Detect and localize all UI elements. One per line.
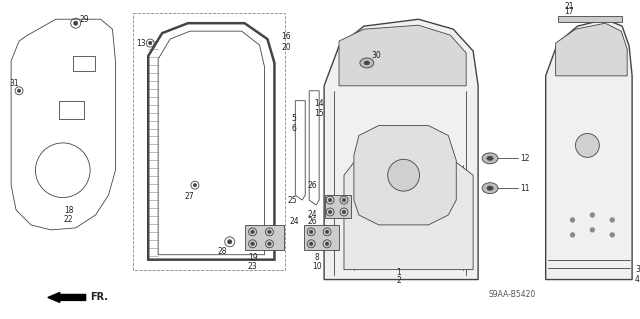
Polygon shape	[339, 25, 466, 86]
Circle shape	[148, 41, 152, 45]
Ellipse shape	[482, 183, 498, 194]
Polygon shape	[325, 195, 351, 218]
Circle shape	[325, 230, 329, 234]
Ellipse shape	[482, 153, 498, 164]
Circle shape	[342, 198, 346, 202]
Circle shape	[610, 232, 615, 237]
Text: 4: 4	[635, 275, 640, 284]
Polygon shape	[354, 126, 456, 225]
Circle shape	[251, 230, 254, 234]
Circle shape	[268, 230, 271, 234]
Ellipse shape	[360, 58, 374, 68]
Circle shape	[74, 21, 78, 26]
Circle shape	[309, 242, 313, 246]
Text: 22: 22	[64, 215, 74, 225]
Circle shape	[590, 227, 595, 232]
Text: 26: 26	[307, 181, 317, 190]
Circle shape	[575, 133, 599, 157]
Bar	[73, 56, 95, 71]
Ellipse shape	[487, 156, 493, 160]
Text: 8: 8	[315, 253, 319, 262]
Bar	[59, 101, 84, 119]
Ellipse shape	[364, 61, 370, 65]
Text: 5: 5	[291, 114, 296, 123]
Text: 28: 28	[218, 247, 227, 256]
Text: 14: 14	[314, 99, 324, 108]
Circle shape	[342, 210, 346, 214]
Text: 3: 3	[635, 265, 640, 274]
Text: 26: 26	[307, 218, 317, 226]
Text: 19: 19	[248, 253, 257, 262]
FancyArrow shape	[48, 293, 86, 302]
Circle shape	[388, 159, 419, 191]
Text: 11: 11	[520, 184, 529, 193]
Text: 29: 29	[79, 15, 90, 24]
Circle shape	[227, 240, 232, 244]
Circle shape	[17, 89, 21, 93]
Circle shape	[309, 230, 313, 234]
Text: 2: 2	[396, 276, 401, 285]
Text: 27: 27	[185, 192, 195, 201]
Text: 17: 17	[564, 7, 574, 16]
Text: 12: 12	[520, 154, 529, 163]
Polygon shape	[546, 19, 632, 279]
Text: 24: 24	[307, 211, 317, 219]
Text: 25: 25	[287, 196, 297, 204]
Circle shape	[590, 212, 595, 218]
Polygon shape	[324, 19, 478, 279]
Circle shape	[570, 232, 575, 237]
Text: 23: 23	[248, 262, 257, 271]
Circle shape	[325, 242, 329, 246]
Circle shape	[193, 183, 196, 187]
Polygon shape	[557, 16, 622, 22]
Text: 1: 1	[396, 268, 401, 277]
Text: 20: 20	[282, 42, 291, 52]
Text: 18: 18	[64, 205, 74, 214]
Text: 13: 13	[136, 39, 146, 48]
Text: 9: 9	[357, 204, 362, 212]
Text: 6: 6	[291, 124, 296, 133]
Text: 15: 15	[314, 109, 324, 118]
Text: 30: 30	[372, 51, 381, 61]
Circle shape	[610, 218, 615, 222]
Polygon shape	[344, 162, 473, 270]
Circle shape	[570, 218, 575, 222]
Text: 7: 7	[357, 192, 362, 201]
Text: FR.: FR.	[91, 293, 109, 302]
Polygon shape	[244, 225, 284, 250]
Text: 31: 31	[9, 79, 19, 88]
Circle shape	[328, 198, 332, 202]
Text: 21: 21	[564, 2, 574, 11]
Ellipse shape	[487, 186, 493, 190]
Circle shape	[251, 242, 254, 246]
Bar	[133, 13, 285, 270]
Polygon shape	[556, 23, 627, 76]
Text: 24: 24	[289, 218, 299, 226]
Text: 10: 10	[312, 262, 322, 271]
Circle shape	[268, 242, 271, 246]
Text: 16: 16	[282, 32, 291, 41]
Text: S9AA-B5420: S9AA-B5420	[488, 290, 535, 299]
Polygon shape	[304, 225, 339, 250]
Circle shape	[328, 210, 332, 214]
